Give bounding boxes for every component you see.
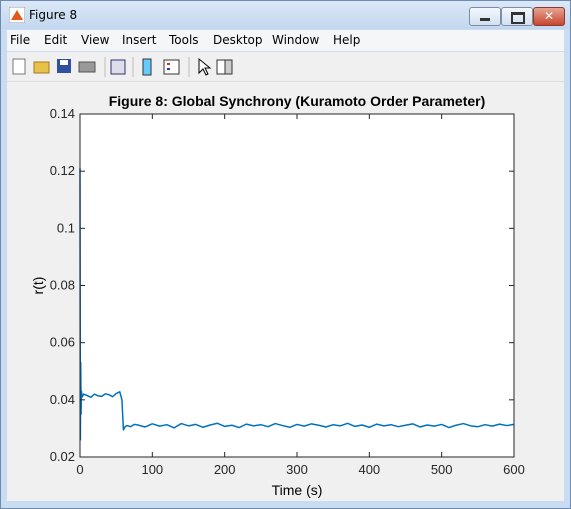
- x-tick-label: 400: [358, 462, 380, 477]
- x-tick-label: 500: [431, 462, 453, 477]
- y-tick-label: 0.1: [57, 220, 75, 235]
- toolbar-icons: [12, 57, 233, 77]
- x-tick-label: 200: [214, 462, 236, 477]
- maximize-button[interactable]: [501, 7, 533, 26]
- menu-item[interactable]: Insert: [122, 33, 157, 47]
- menu-item[interactable]: File: [10, 33, 31, 47]
- plot-area: [80, 114, 514, 457]
- menu-item[interactable]: Edit: [44, 33, 68, 47]
- menu-item[interactable]: Help: [333, 33, 361, 47]
- y-axis-label: r(t): [30, 277, 46, 295]
- x-tick-label: 0: [76, 462, 83, 477]
- menu-item[interactable]: Window: [272, 33, 320, 47]
- axes-box: [79, 113, 515, 458]
- window-title: Figure 8: [29, 8, 78, 22]
- y-tick-label: 0.08: [50, 278, 75, 293]
- minimize-button[interactable]: [469, 7, 501, 26]
- x-tick-label: 100: [141, 462, 163, 477]
- app-icon: [9, 7, 25, 23]
- title-bar: Figure 8 ✕: [1, 1, 570, 29]
- chart: Figure 8: Global Synchrony (Kuramoto Ord…: [30, 93, 525, 498]
- y-tick-label: 0.06: [50, 335, 75, 350]
- x-tick-label: 600: [503, 462, 525, 477]
- toolbar: [7, 52, 564, 82]
- y-tick-label: 0.14: [50, 106, 75, 121]
- close-button[interactable]: ✕: [533, 7, 565, 26]
- menu-item[interactable]: View: [81, 33, 110, 47]
- menu-item[interactable]: Tools: [169, 33, 199, 47]
- menu-bar: File Edit View Insert Tools Desktop Window Help: [7, 30, 564, 51]
- x-axis-label: Time (s): [272, 482, 323, 498]
- menu-item[interactable]: Desktop: [213, 33, 263, 47]
- x-tick-label: 300: [286, 462, 308, 477]
- figure-area: Figure 8: Global Synchrony (Kuramoto Ord…: [7, 82, 564, 501]
- y-tick-label: 0.04: [50, 392, 75, 407]
- data-line: [79, 168, 515, 441]
- chart-title: Figure 8: Global Synchrony (Kuramoto Ord…: [109, 93, 486, 109]
- y-tick-label: 0.12: [50, 163, 75, 178]
- y-tick-label: 0.02: [50, 449, 75, 464]
